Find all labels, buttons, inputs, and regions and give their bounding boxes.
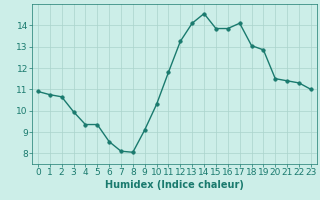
X-axis label: Humidex (Indice chaleur): Humidex (Indice chaleur)	[105, 180, 244, 190]
